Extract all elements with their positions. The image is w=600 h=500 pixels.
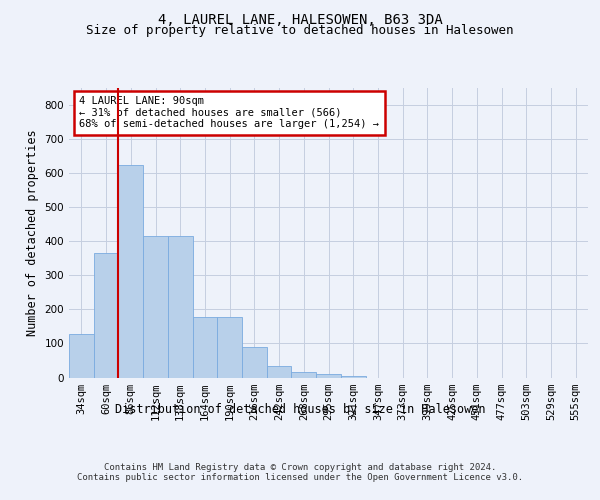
Text: Contains HM Land Registry data © Crown copyright and database right 2024.
Contai: Contains HM Land Registry data © Crown c… — [77, 462, 523, 482]
Bar — [217, 317, 242, 378]
Bar — [193, 317, 217, 378]
Text: 4 LAUREL LANE: 90sqm
← 31% of detached houses are smaller (566)
68% of semi-deta: 4 LAUREL LANE: 90sqm ← 31% of detached h… — [79, 96, 379, 130]
Bar — [242, 347, 267, 378]
Bar — [94, 253, 118, 378]
Text: Size of property relative to detached houses in Halesowen: Size of property relative to detached ho… — [86, 24, 514, 37]
Bar — [267, 366, 292, 378]
Bar — [168, 236, 193, 378]
Bar — [69, 334, 94, 378]
Bar — [292, 372, 316, 378]
Bar — [316, 374, 341, 378]
Text: 4, LAUREL LANE, HALESOWEN, B63 3DA: 4, LAUREL LANE, HALESOWEN, B63 3DA — [158, 12, 442, 26]
Bar — [143, 236, 168, 378]
Text: Distribution of detached houses by size in Halesowen: Distribution of detached houses by size … — [115, 402, 485, 415]
Y-axis label: Number of detached properties: Number of detached properties — [26, 129, 39, 336]
Bar — [341, 376, 365, 378]
Bar — [118, 166, 143, 378]
